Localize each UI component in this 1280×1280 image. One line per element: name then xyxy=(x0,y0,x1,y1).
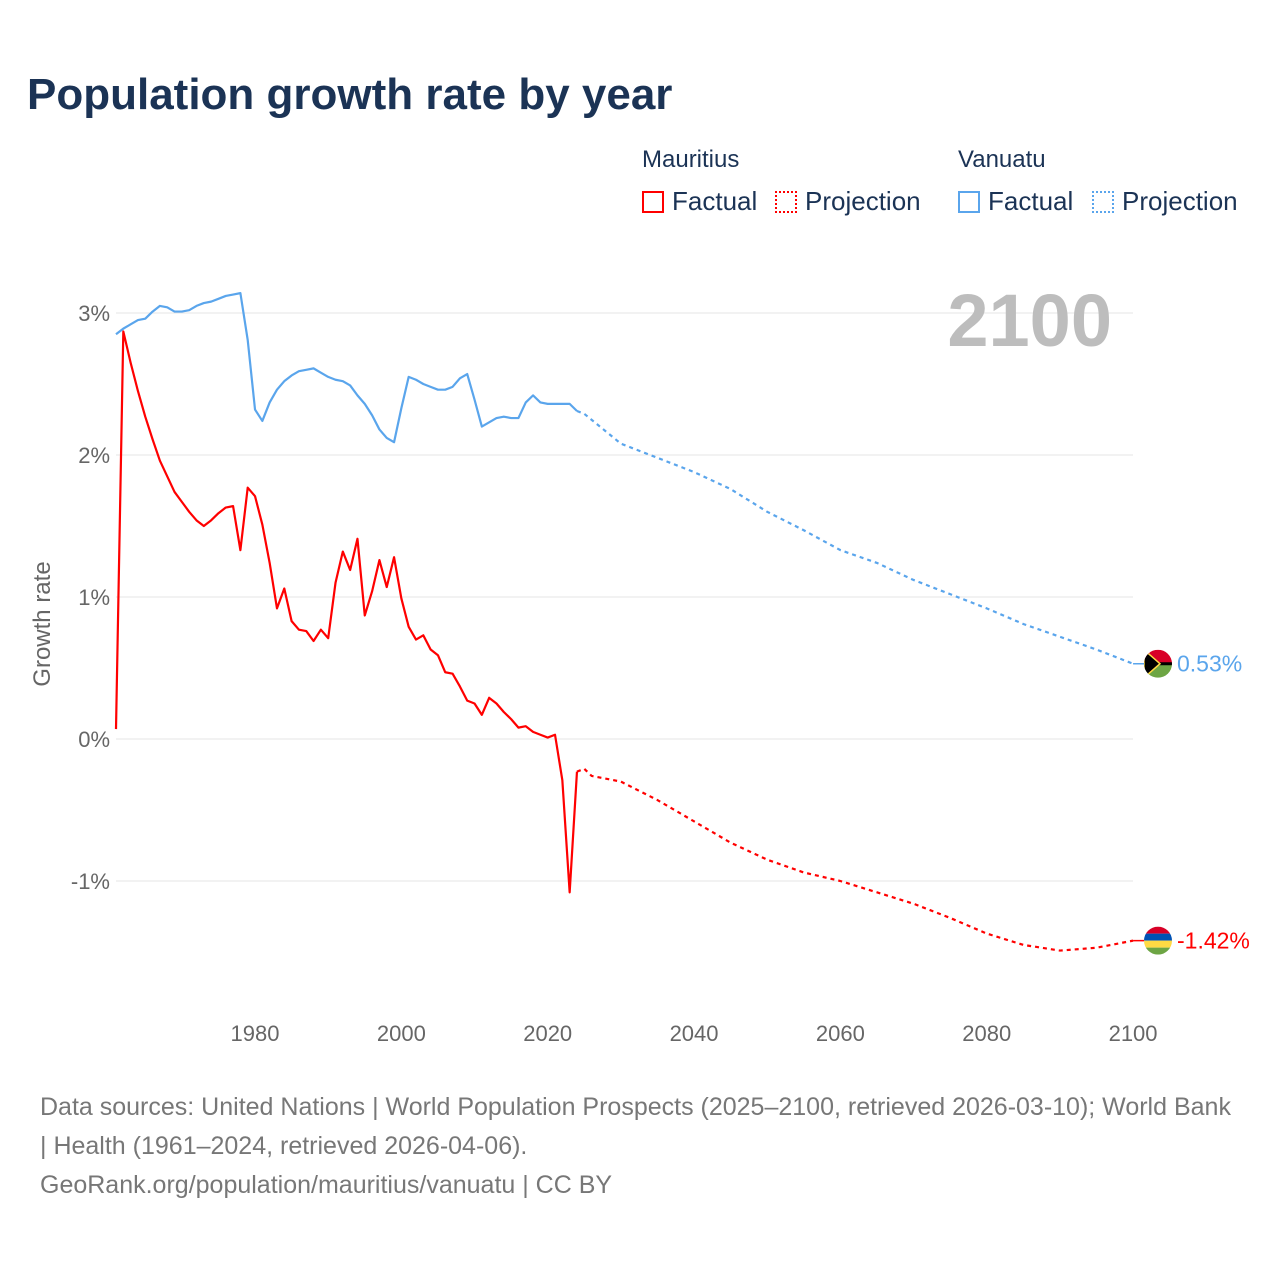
data-sources: Data sources: United Nations | World Pop… xyxy=(40,1093,1231,1160)
year-display: 2100 xyxy=(947,279,1112,362)
y-tick-label: 2% xyxy=(78,443,110,468)
flag-body xyxy=(1144,926,1172,955)
x-tick-label: 2040 xyxy=(670,1021,719,1046)
vanuatu-flag-icon xyxy=(1144,649,1172,678)
y-tick-label: 3% xyxy=(78,301,110,326)
vanuatu-projection-line xyxy=(576,409,1134,665)
flag-stripe xyxy=(1144,940,1172,948)
mauritius-end-label: -1.42% xyxy=(1177,928,1250,954)
legend-vanuatu-title: Vanuatu xyxy=(958,146,1046,173)
y-axis-label: Growth rate xyxy=(29,561,56,687)
flag-triangle xyxy=(1144,649,1162,678)
x-tick-label: 2000 xyxy=(377,1021,426,1046)
y-tick-label: -1% xyxy=(71,869,110,894)
legend-swatch-solid xyxy=(642,190,664,213)
x-tick-label: 2100 xyxy=(1109,1021,1158,1046)
mauritius-projection-line xyxy=(576,767,1134,952)
x-tick-label: 2020 xyxy=(523,1021,572,1046)
legend-swatch-dotted xyxy=(775,190,797,213)
legend-label: Projection xyxy=(1122,186,1238,216)
vanuatu-end-label: 0.53% xyxy=(1177,651,1242,677)
footer: Data sources: United Nations | World Pop… xyxy=(40,1088,1240,1205)
source-link[interactable]: GeoRank.org/population/mauritius/vanuatu… xyxy=(40,1171,613,1199)
chart-title: Population growth rate by year xyxy=(27,70,673,119)
x-tick-label: 2080 xyxy=(962,1021,1011,1046)
legend-vanuatu-projection[interactable]: Projection xyxy=(1092,186,1238,217)
legend-swatch-dotted xyxy=(1092,190,1114,213)
legend-mauritius-factual[interactable]: Factual xyxy=(642,186,757,217)
flag-stripe xyxy=(1144,947,1172,955)
legend-label: Projection xyxy=(805,186,921,216)
legend-mauritius-title: Mauritius xyxy=(642,146,740,173)
legend-label: Factual xyxy=(672,186,758,216)
mauritius-factual-line xyxy=(114,330,579,894)
legend-swatch-solid xyxy=(958,190,980,213)
legend-vanuatu-factual[interactable]: Factual xyxy=(958,186,1073,217)
vanuatu-factual-line xyxy=(115,292,578,444)
x-tick-label: 2060 xyxy=(816,1021,865,1046)
flag-stripe xyxy=(1144,933,1172,941)
legend-label: Factual xyxy=(988,186,1074,216)
flag-stripe xyxy=(1144,926,1172,934)
mauritius-flag-icon xyxy=(1144,926,1172,955)
y-tick-label: 0% xyxy=(78,727,110,752)
flag-body xyxy=(1144,649,1172,678)
x-tick-label: 1980 xyxy=(231,1021,280,1046)
legend-mauritius-projection[interactable]: Projection xyxy=(775,186,921,217)
y-tick-label: 1% xyxy=(78,585,110,610)
